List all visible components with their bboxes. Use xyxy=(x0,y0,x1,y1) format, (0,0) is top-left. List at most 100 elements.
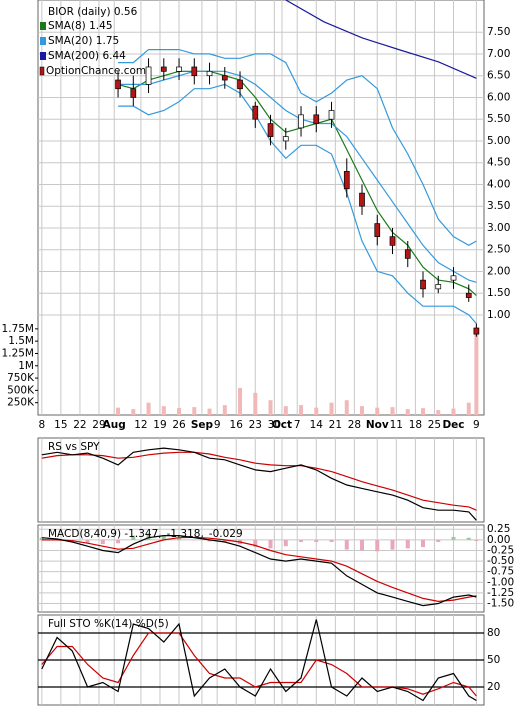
candle-body xyxy=(374,223,381,237)
bar xyxy=(177,408,182,415)
y-tick-label: 3.50 xyxy=(487,200,510,212)
candle-body xyxy=(267,123,274,137)
candle-body xyxy=(420,279,426,290)
bar xyxy=(283,406,288,415)
bar xyxy=(436,539,441,542)
panel-title: Full STO %K(14) %D(5) xyxy=(48,618,169,630)
panel-title: RS vs SPY xyxy=(48,441,100,453)
y-tick-label: 5.50 xyxy=(487,113,510,125)
candle-body xyxy=(343,171,350,190)
y-tick-label: 2.50 xyxy=(487,244,510,256)
x-tick-label: 9 xyxy=(473,419,480,431)
y-tick-label: -0.25 xyxy=(487,544,514,556)
bar xyxy=(466,537,471,540)
bar xyxy=(253,392,258,415)
bar xyxy=(146,402,151,415)
candle-body xyxy=(145,66,152,85)
series-line xyxy=(41,451,477,511)
bar xyxy=(436,410,441,415)
x-tick-label: 7 xyxy=(294,419,301,431)
bar xyxy=(207,408,212,415)
y-tick-label: -1.50 xyxy=(487,598,514,610)
x-tick-label: 9 xyxy=(214,419,221,431)
y-tick-label: 50 xyxy=(487,654,500,666)
x-tick-label: 21 xyxy=(329,419,342,431)
y-tick-label: 6.50 xyxy=(487,70,510,82)
series-line xyxy=(285,0,477,79)
candle-body xyxy=(252,105,259,120)
bar xyxy=(100,539,105,545)
bar xyxy=(421,539,426,548)
legend-label: SMA(20) 1.75 xyxy=(48,35,119,47)
y2-tick-label: 750K xyxy=(7,372,35,384)
bar xyxy=(314,407,319,415)
y-tick-label: 5.00 xyxy=(487,135,510,147)
x-tick-label: Dec xyxy=(442,419,464,431)
annotation: OptionChance.com xyxy=(46,65,146,77)
bar xyxy=(344,539,349,550)
candle-body xyxy=(328,110,335,120)
bar xyxy=(131,535,136,540)
bar xyxy=(238,387,243,415)
x-tick-label: Sep xyxy=(191,419,214,431)
y2-tick-label: 1.25M xyxy=(2,347,34,359)
x-tick-label: 29 xyxy=(92,419,105,431)
x-tick-label: 23 xyxy=(249,419,262,431)
x-tick-label: 16 xyxy=(230,419,244,431)
x-tick-label: 12 xyxy=(134,419,147,431)
y-tick-label: -0.50 xyxy=(487,555,514,567)
bar xyxy=(405,409,410,415)
y-tick-label: 3.00 xyxy=(487,222,510,234)
bar xyxy=(360,406,365,415)
legend-swatch xyxy=(40,52,46,60)
x-tick-label: 8 xyxy=(38,419,45,431)
legend-label: SMA(8) 1.45 xyxy=(48,20,113,32)
candle-body xyxy=(282,136,289,142)
bar xyxy=(192,407,197,415)
bar xyxy=(283,539,288,547)
y-tick-label: -0.75 xyxy=(487,566,514,578)
y2-tick-label: 250K xyxy=(7,397,35,409)
bar xyxy=(390,407,395,415)
bar xyxy=(299,539,304,542)
series-line xyxy=(118,49,477,246)
x-tick-label: 18 xyxy=(409,419,422,431)
y-tick-label: 4.50 xyxy=(487,157,510,169)
bar xyxy=(207,539,212,542)
legend-label: SMA(200) 6.44 xyxy=(48,50,126,62)
bar xyxy=(451,408,456,415)
candle-body xyxy=(176,66,182,72)
series-line xyxy=(41,447,477,521)
bar xyxy=(344,400,349,415)
y2-tick-label: 1.5M xyxy=(8,335,34,347)
candle-body xyxy=(450,275,457,281)
candle-body xyxy=(206,70,213,77)
legend-label: MACD(8,40,9) -1.347, xyxy=(48,528,162,540)
y2-tick-label: 1M xyxy=(18,360,34,372)
bar xyxy=(329,402,334,415)
y-tick-label: -1.00 xyxy=(487,576,514,588)
legend-swatch xyxy=(40,22,46,30)
bar xyxy=(161,535,166,540)
x-tick-label: 14 xyxy=(310,419,324,431)
y2-tick-label: 1.75M xyxy=(2,323,34,335)
y-tick-label: -1.25 xyxy=(487,587,514,599)
bar xyxy=(161,406,166,415)
y-tick-label: 2.00 xyxy=(487,265,510,277)
bar xyxy=(116,539,121,544)
bar xyxy=(390,539,395,550)
candle-body xyxy=(160,66,167,72)
bar xyxy=(253,539,258,548)
candle-body xyxy=(130,88,137,98)
y-tick-label: 4.00 xyxy=(487,178,510,190)
candle-body xyxy=(191,66,198,77)
y-tick-label: 1.00 xyxy=(487,309,510,321)
legend-label: -1.318, xyxy=(167,528,204,540)
candle-body xyxy=(298,114,304,129)
panel-frame xyxy=(37,437,485,523)
chart-title: BIOR (daily) 0.56 xyxy=(48,6,138,18)
bar xyxy=(222,539,227,542)
candle-body xyxy=(359,192,365,207)
y-tick-label: 0.25 xyxy=(487,523,510,535)
